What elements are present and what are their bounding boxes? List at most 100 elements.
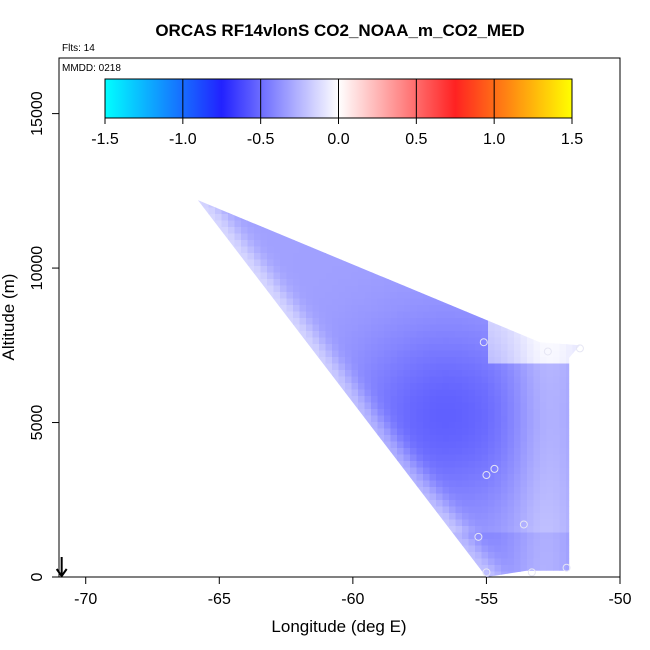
heatmap-cell xyxy=(208,526,216,533)
heatmap-cell xyxy=(449,506,456,514)
heatmap-cell xyxy=(254,409,261,416)
heatmap-cell xyxy=(501,552,508,559)
heatmap-cell xyxy=(527,448,534,455)
heatmap-cell xyxy=(540,454,547,462)
heatmap-cell xyxy=(566,305,573,312)
heatmap-cell xyxy=(507,344,515,351)
heatmap-cell xyxy=(410,519,417,527)
heatmap-cell xyxy=(416,337,424,345)
heatmap-cell xyxy=(501,363,508,371)
heatmap-cell xyxy=(566,539,573,546)
heatmap-cell xyxy=(520,480,528,488)
heatmap-cell xyxy=(202,220,209,228)
heatmap-cell xyxy=(234,305,242,312)
heatmap-cell xyxy=(540,259,547,267)
heatmap-cell xyxy=(332,201,339,208)
heatmap-cell xyxy=(254,552,261,559)
heatmap-cell xyxy=(228,207,235,215)
heatmap-cell xyxy=(176,422,183,429)
heatmap-cell xyxy=(390,305,398,312)
heatmap-cell xyxy=(183,331,190,338)
heatmap-cell xyxy=(208,539,216,546)
heatmap-cell xyxy=(286,500,294,507)
heatmap-cell xyxy=(572,526,580,533)
heatmap-cell xyxy=(520,305,528,312)
heatmap-cell xyxy=(572,285,580,293)
heatmap-cell xyxy=(390,350,398,358)
heatmap-cell xyxy=(436,493,443,501)
heatmap-cell xyxy=(228,292,235,299)
heatmap-cell xyxy=(449,227,456,234)
heatmap-cell xyxy=(332,428,339,436)
heatmap-cell xyxy=(371,207,378,215)
heatmap-cell xyxy=(436,220,443,228)
heatmap-cell xyxy=(403,233,411,241)
heatmap-cell xyxy=(306,526,313,533)
heatmap-cell xyxy=(254,500,261,507)
heatmap-cell xyxy=(208,454,216,462)
heatmap-cell xyxy=(221,272,229,280)
heatmap-cell xyxy=(312,324,320,332)
heatmap-cell xyxy=(507,474,515,481)
heatmap-cell xyxy=(488,409,495,416)
heatmap-cell xyxy=(468,422,476,429)
heatmap-cell xyxy=(540,305,547,312)
heatmap-cell xyxy=(579,214,580,221)
heatmap-cell xyxy=(176,253,183,260)
heatmap-cell xyxy=(215,526,222,533)
heatmap-cell xyxy=(553,441,560,449)
heatmap-cell xyxy=(488,318,495,325)
heatmap-cell xyxy=(436,188,443,195)
heatmap-cell xyxy=(286,441,294,449)
heatmap-cell xyxy=(403,292,411,299)
heatmap-cell xyxy=(553,454,560,462)
heatmap-cell xyxy=(260,402,268,410)
heatmap-cell xyxy=(384,428,391,436)
heatmap-cell xyxy=(280,396,287,403)
heatmap-cell xyxy=(559,532,567,540)
heatmap-cell xyxy=(481,246,489,254)
heatmap-cell xyxy=(228,200,235,202)
heatmap-cell xyxy=(553,448,560,455)
heatmap-cell xyxy=(462,363,469,371)
heatmap-cell xyxy=(197,331,203,338)
heatmap-cell xyxy=(228,441,235,449)
heatmap-cell xyxy=(306,311,313,319)
heatmap-cell xyxy=(293,246,300,254)
heatmap-cell xyxy=(364,558,372,566)
heatmap-cell xyxy=(280,461,287,468)
heatmap-cell xyxy=(559,415,567,423)
heatmap-cell xyxy=(417,188,424,195)
heatmap-cell xyxy=(442,337,450,345)
heatmap-cell xyxy=(176,195,183,202)
heatmap-cell xyxy=(273,246,281,254)
heatmap-cell xyxy=(260,220,268,228)
heatmap-cell xyxy=(423,220,430,228)
heatmap-cell xyxy=(429,201,437,208)
heatmap-cell xyxy=(527,253,534,260)
heatmap-cell xyxy=(520,526,528,533)
heatmap-cell xyxy=(423,500,430,507)
heatmap-cell xyxy=(462,285,469,293)
heatmap-cell xyxy=(533,415,541,423)
heatmap-cell xyxy=(449,435,456,442)
heatmap-cell xyxy=(501,480,508,488)
heatmap-cell xyxy=(579,272,580,280)
heatmap-cell xyxy=(293,318,300,325)
heatmap-cell xyxy=(254,253,261,260)
heatmap-cell xyxy=(390,214,398,221)
heatmap-cell xyxy=(553,246,560,254)
heatmap-cell xyxy=(189,526,196,533)
heatmap-cell xyxy=(319,396,326,403)
heatmap-cell xyxy=(507,422,515,429)
heatmap-cell xyxy=(208,500,216,507)
heatmap-cell xyxy=(234,500,242,507)
heatmap-cell xyxy=(377,266,385,273)
heatmap-cell xyxy=(566,259,573,267)
heatmap-cell xyxy=(202,409,209,416)
heatmap-cell xyxy=(338,552,346,559)
heatmap-cell xyxy=(208,220,216,228)
heatmap-cell xyxy=(527,246,534,254)
heatmap-cell xyxy=(384,188,391,195)
heatmap-cell xyxy=(429,402,437,410)
